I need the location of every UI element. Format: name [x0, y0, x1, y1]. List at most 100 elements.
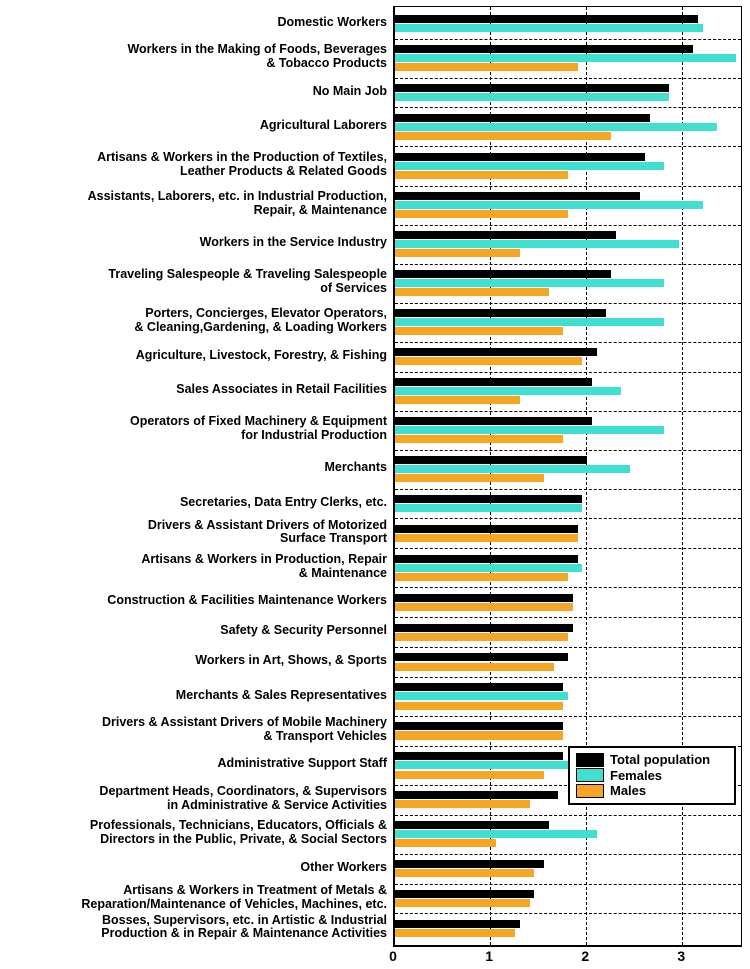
bar-total: [395, 683, 563, 691]
x-tick-label: 0: [389, 948, 397, 964]
bar-total: [395, 791, 558, 799]
category-label: Workers in Art, Shows, & Sports: [0, 652, 387, 669]
bar-total: [395, 653, 568, 661]
bar-males: [395, 132, 611, 140]
bar-total: [395, 270, 611, 278]
bar-females: [395, 240, 679, 248]
bar-total: [395, 45, 693, 53]
bar-females: [395, 465, 630, 473]
category-label: Traveling Salespeople & Traveling Salesp…: [0, 269, 387, 295]
bar-males: [395, 633, 568, 641]
bar-females: [395, 123, 717, 131]
bar-total: [395, 594, 573, 602]
category-label: Safety & Security Personnel: [0, 623, 387, 640]
bar-females: [395, 830, 597, 838]
bar-total: [395, 821, 549, 829]
bar-total: [395, 860, 544, 868]
bar-males: [395, 357, 582, 365]
legend-swatch: [576, 768, 604, 782]
bar-total: [395, 114, 650, 122]
bar-total: [395, 84, 669, 92]
bar-males: [395, 396, 520, 404]
bar-males: [395, 63, 578, 71]
bar-females: [395, 761, 578, 769]
bar-males: [395, 839, 496, 847]
category-label: Administrative Support Staff: [0, 751, 387, 777]
bar-females: [395, 93, 669, 101]
bar-total: [395, 153, 645, 161]
category-label: No Main Job: [0, 83, 387, 100]
bar-total: [395, 525, 578, 533]
bar-males: [395, 435, 563, 443]
bar-females: [395, 279, 664, 287]
bar-females: [395, 162, 664, 170]
legend: Total populationFemalesMales: [568, 746, 736, 805]
bar-total: [395, 309, 606, 317]
bar-females: [395, 201, 703, 209]
bar-total: [395, 348, 597, 356]
x-tick-label: 2: [581, 948, 589, 964]
category-label: Agricultural Laborers: [0, 113, 387, 139]
category-label: Sales Associates in Retail Facilities: [0, 377, 387, 403]
bar-males: [395, 327, 563, 335]
bar-males: [395, 899, 530, 907]
bar-females: [395, 692, 568, 700]
category-label: Domestic Workers: [0, 14, 387, 31]
bar-males: [395, 702, 563, 710]
category-label: Assistants, Laborers, etc. in Industrial…: [0, 191, 387, 217]
bar-total: [395, 15, 698, 23]
x-tick-label: 3: [677, 948, 685, 964]
bar-males: [395, 534, 578, 542]
category-label: Artisans & Workers in the Production of …: [0, 152, 387, 178]
bar-total: [395, 378, 592, 386]
category-label: Construction & Facilities Maintenance Wo…: [0, 593, 387, 610]
category-label: Other Workers: [0, 859, 387, 876]
category-label: Drivers & Assistant Drivers of Motorized…: [0, 524, 387, 541]
bar-males: [395, 603, 573, 611]
bar-total: [395, 495, 582, 503]
bar-total: [395, 192, 640, 200]
category-label: Artisans & Workers in Treatment of Metal…: [0, 889, 387, 906]
category-label: Workers in the Service Industry: [0, 230, 387, 256]
bar-females: [395, 426, 664, 434]
bar-females: [395, 564, 582, 572]
bar-total: [395, 231, 616, 239]
category-label: Workers in the Making of Foods, Beverage…: [0, 44, 387, 70]
category-label: Secretaries, Data Entry Clerks, etc.: [0, 494, 387, 511]
bar-females: [395, 318, 664, 326]
plot-area: [393, 6, 742, 947]
legend-label: Total population: [610, 752, 710, 768]
legend-item: Males: [576, 783, 728, 799]
legend-swatch: [576, 784, 604, 798]
bar-total: [395, 417, 592, 425]
bar-females: [395, 504, 582, 512]
legend-label: Females: [610, 768, 662, 784]
bar-males: [395, 474, 544, 482]
bar-total: [395, 555, 578, 563]
bar-males: [395, 288, 549, 296]
bar-males: [395, 171, 568, 179]
category-label: Drivers & Assistant Drivers of Mobile Ma…: [0, 721, 387, 738]
category-label: Operators of Fixed Machinery & Equipment…: [0, 416, 387, 442]
bar-total: [395, 890, 534, 898]
bar-males: [395, 869, 534, 877]
x-tick-label: 1: [485, 948, 493, 964]
bar-females: [395, 24, 703, 32]
category-label: Department Heads, Coordinators, & Superv…: [0, 790, 387, 807]
legend-label: Males: [610, 783, 646, 799]
bar-males: [395, 800, 530, 808]
bar-total: [395, 752, 563, 760]
bar-males: [395, 663, 554, 671]
bar-total: [395, 456, 587, 464]
bar-males: [395, 731, 563, 739]
bar-total: [395, 920, 520, 928]
category-label: Bosses, Supervisors, etc. in Artistic & …: [0, 919, 387, 936]
legend-item: Females: [576, 768, 728, 784]
bar-males: [395, 771, 544, 779]
occupation-bar-chart: Domestic Workers Workers in the Making of…: [0, 0, 750, 969]
bar-males: [395, 249, 520, 257]
bar-males: [395, 210, 568, 218]
category-label: Merchants: [0, 455, 387, 481]
category-label: Agriculture, Livestock, Forestry, & Fish…: [0, 347, 387, 364]
category-label: Professionals, Technicians, Educators, O…: [0, 820, 387, 846]
